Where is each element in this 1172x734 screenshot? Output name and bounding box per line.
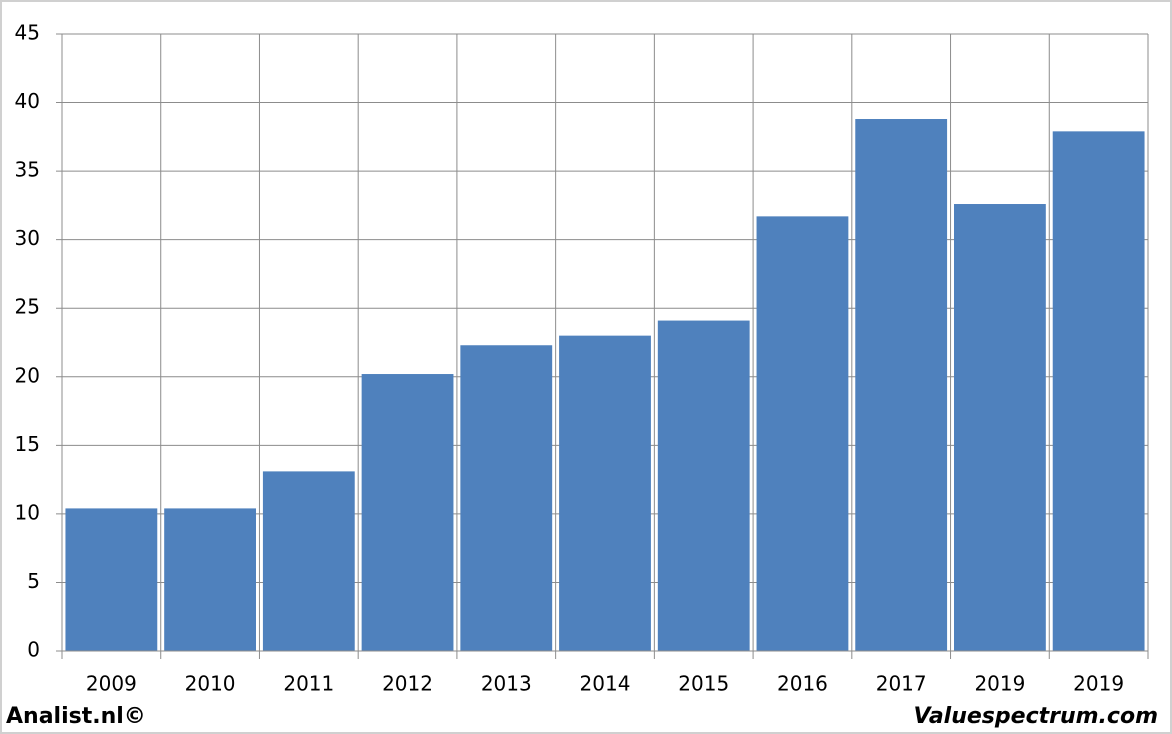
x-tick-label: 2014 xyxy=(580,672,631,696)
y-tick-label: 10 xyxy=(15,500,40,524)
y-tick-label: 40 xyxy=(15,89,40,113)
bar xyxy=(855,119,948,651)
bar xyxy=(756,216,849,651)
source-left: Analist.nl© xyxy=(6,704,146,729)
y-tick-label: 5 xyxy=(27,569,40,593)
y-tick-label: 20 xyxy=(15,363,40,387)
bar xyxy=(954,204,1046,652)
bar xyxy=(460,345,553,651)
y-tick-label: 25 xyxy=(15,295,40,319)
x-tick-label: 2015 xyxy=(678,672,729,696)
bar xyxy=(1052,131,1145,652)
y-tick-label: 30 xyxy=(15,226,40,250)
source-right: Valuespectrum.com xyxy=(914,704,1158,729)
bar xyxy=(361,374,454,651)
x-tick-label: 2016 xyxy=(777,672,828,696)
y-tick-label: 0 xyxy=(27,638,40,662)
bar xyxy=(164,508,256,651)
bar xyxy=(65,508,158,651)
bar xyxy=(559,335,651,651)
y-tick-label: 45 xyxy=(15,21,40,45)
x-tick-label: 2009 xyxy=(86,672,137,696)
bar xyxy=(657,320,750,651)
x-tick-label: 2011 xyxy=(283,672,334,696)
x-tick-label: 2019 xyxy=(1073,672,1124,696)
y-tick-label: 35 xyxy=(15,158,40,182)
x-tick-label: 2017 xyxy=(876,672,927,696)
x-tick-label: 2013 xyxy=(481,672,532,696)
y-tick-label: 15 xyxy=(15,432,40,456)
x-tick-label: 2012 xyxy=(382,672,433,696)
x-tick-label: 2010 xyxy=(185,672,236,696)
x-tick-label: 2019 xyxy=(974,672,1025,696)
bar xyxy=(262,471,355,651)
